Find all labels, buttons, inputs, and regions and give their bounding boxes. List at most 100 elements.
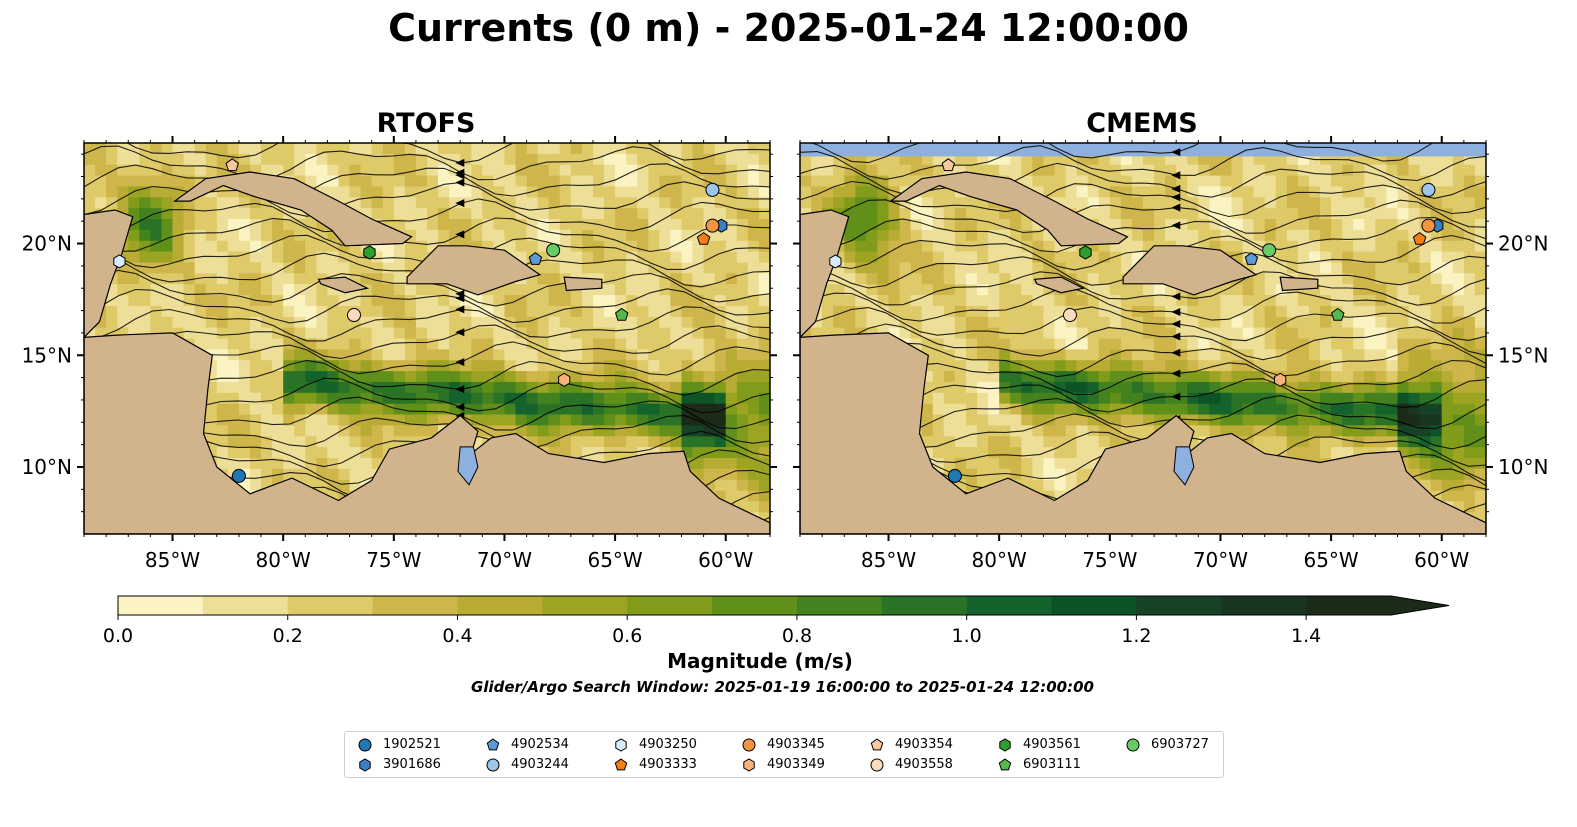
streamline-arrow (455, 385, 465, 394)
legend-marker-4903561 (999, 738, 1011, 752)
map-frame (83, 142, 771, 535)
legend-marker-icon (614, 758, 628, 771)
streamline-arrow (455, 358, 465, 367)
colorbar-tick-label: 0.0 (103, 625, 133, 647)
legend-item-4903561: 4903561 (997, 737, 1117, 755)
x-tick-label: 70°W (477, 548, 532, 572)
float-marker-4903333 (1412, 231, 1427, 245)
colorbar-tick-label: 1.4 (1291, 625, 1321, 647)
colorbar-tick-label: 0.8 (782, 625, 812, 647)
colorbar-segment (881, 596, 968, 615)
legend-item-4903250: 4903250 (613, 737, 733, 755)
streamline (800, 145, 1486, 182)
float-marker-4902534 (1244, 252, 1259, 265)
streamline (800, 180, 1486, 218)
colorbar-segment (966, 596, 1053, 615)
streamline (800, 323, 1486, 361)
legend-item-4903349: 4903349 (741, 757, 861, 775)
panel-title-rtofs: RTOFS (376, 108, 476, 139)
colorbar-tick-label: 0.2 (273, 625, 303, 647)
float-marker-4902534 (528, 252, 543, 265)
streamline (84, 145, 770, 181)
float-marker-4903250 (829, 254, 842, 269)
legend-label: 4903354 (895, 737, 953, 752)
colorbar-segment (712, 596, 798, 615)
colorbar-label: Magnitude (m/s) (667, 649, 853, 673)
land-mass (1279, 276, 1319, 292)
land-mass (800, 209, 850, 339)
land-mass (84, 209, 134, 339)
x-tick-label: 80°W (972, 548, 1027, 572)
legend-label: 4903333 (639, 757, 697, 772)
legend-label: 4903561 (1023, 737, 1081, 752)
streamline (800, 234, 1486, 271)
streamline (800, 271, 1486, 306)
land-mass (1033, 276, 1086, 294)
streamline-arrow (1171, 392, 1181, 401)
colorbar-segment (1136, 596, 1222, 615)
legend-item-4903244: 4903244 (485, 757, 605, 775)
legend-marker-4902534 (486, 738, 500, 751)
legend-item-4903345: 4903345 (741, 737, 861, 755)
search-window-note: Glider/Argo Search Window: 2025-01-19 16… (471, 678, 1094, 696)
streamline-arrow (1171, 171, 1181, 180)
colorbar-tick-label: 1.2 (1121, 625, 1151, 647)
y-tick-label: 20°N (22, 232, 72, 256)
legend-marker-icon (486, 738, 500, 751)
float-marker-4903349 (1274, 372, 1287, 387)
x-tick-label: 80°W (256, 548, 311, 572)
map-panel-cmems: 85°W 80°W 75°W 70°W 65°W 60°W 10°N 15°N 20°N (793, 136, 1548, 572)
x-tick-label: 85°W (145, 548, 200, 572)
x-tick-label: 60°W (698, 548, 753, 572)
colorbar-segment (457, 596, 543, 615)
streamline (800, 341, 1486, 378)
x-tick-label: 85°W (861, 548, 916, 572)
legend-label: 4903244 (511, 757, 569, 772)
legend-label: 1902521 (383, 737, 441, 752)
float-marker-4903345 (705, 218, 720, 233)
colorbar-segment (372, 596, 458, 615)
legend-marker-4903349 (743, 758, 755, 772)
legend-marker-icon (1126, 738, 1140, 752)
lake-maracaibo (1173, 446, 1195, 486)
legend-marker-icon (870, 758, 884, 772)
float-marker-6903727 (546, 243, 561, 258)
streamline-arrow (455, 328, 465, 337)
float-legend: 1902521 3901686 4902534 4903244 4903250 49033… (344, 731, 1224, 778)
streamline (84, 163, 770, 199)
map-panel-rtofs: 85°W 80°W 75°W 70°W 65°W 60°W 10°N 15°N 20°N (22, 136, 777, 572)
float-marker-6903111 (1331, 307, 1345, 321)
streamline-arrow (455, 403, 465, 411)
land-mass (563, 276, 603, 292)
legend-marker-icon (359, 758, 371, 772)
colorbar-segment (287, 596, 374, 615)
legend-marker-1902521 (358, 738, 372, 752)
float-marker-6903727 (1262, 243, 1277, 258)
float-marker-4903250 (113, 254, 126, 269)
streamline (800, 216, 1486, 253)
streamline (800, 199, 1486, 234)
colorbar-segment (1306, 596, 1392, 615)
float-marker-4903558 (1062, 308, 1077, 323)
legend-marker-icon (999, 738, 1011, 752)
float-marker-1902521 (947, 468, 962, 483)
legend-item-3901686: 3901686 (357, 757, 477, 775)
streamline (84, 306, 770, 342)
legend-item-4903558: 4903558 (869, 757, 989, 775)
legend-marker-icon (742, 738, 756, 752)
legend-item-6903111: 6903111 (997, 757, 1117, 775)
colorbar-extend-arrow (1391, 596, 1449, 615)
colorbar-segment (542, 596, 628, 615)
float-marker-4903349 (558, 372, 571, 387)
legend-item-4902534: 4902534 (485, 737, 605, 755)
legend-item-4903354: 4903354 (869, 737, 989, 755)
y-tick-label: 15°N (1498, 343, 1548, 367)
legend-label: 4903558 (895, 757, 953, 772)
x-tick-label: 75°W (1082, 548, 1137, 572)
land-mass (84, 332, 770, 534)
float-marker-4903558 (346, 308, 361, 323)
legend-marker-icon (743, 758, 755, 772)
streamline (84, 288, 770, 324)
legend-marker-6903111 (998, 758, 1012, 771)
